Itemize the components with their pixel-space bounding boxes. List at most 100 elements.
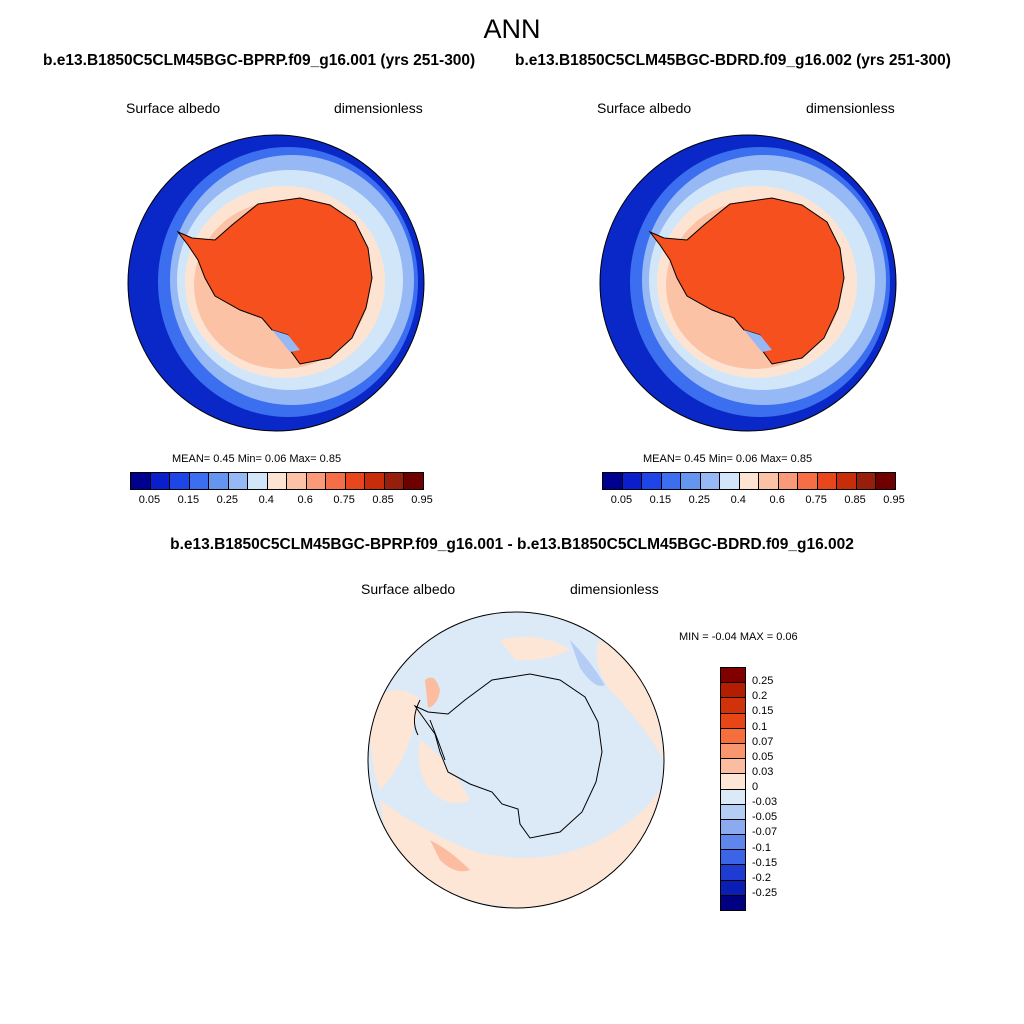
colorbar-swatch	[345, 473, 366, 489]
panel-left-case-title: b.e13.B1850C5CLM45BGC-BPRP.f09_g16.001 (…	[43, 52, 476, 69]
colorbar-swatch	[721, 743, 745, 760]
colorbar-swatch	[721, 789, 745, 805]
colorbar-swatch	[326, 473, 346, 489]
colorbar-tick-label: -0.15	[752, 856, 778, 869]
difference-stats: MIN = -0.04 MAX = 0.06	[679, 631, 798, 643]
colorbar-swatch	[209, 473, 229, 489]
diff-positive-patch-strong	[430, 840, 470, 872]
colorbar-swatch	[721, 728, 745, 744]
colorbar-swatch	[661, 473, 682, 489]
colorbar-swatch	[131, 473, 151, 489]
colorbar-tick-label: 0.07	[752, 735, 774, 748]
panel-right-map-border	[599, 134, 897, 432]
colorbar-swatch	[721, 668, 745, 684]
panel-left-colorbar-ticks: 0.05 0.15 0.25 0.4 0.6 0.75 0.85 0.95	[130, 494, 433, 508]
colorbar-swatch	[721, 835, 745, 851]
diff-positive-patch	[418, 740, 470, 804]
colorbar-swatch	[404, 473, 423, 489]
colorbar-swatch	[721, 850, 745, 866]
colorbar-swatch	[603, 473, 623, 489]
difference-units-label: dimensionless	[570, 581, 659, 597]
colorbar-swatch	[642, 473, 662, 489]
diff-negative-patch	[570, 640, 605, 686]
peninsula-coastline	[414, 699, 446, 761]
colorbar-swatch	[170, 473, 190, 489]
colorbar-swatch	[721, 759, 745, 775]
colorbar-tick-label: 0.95	[411, 494, 433, 506]
colorbar-swatch	[856, 473, 877, 489]
panel-right-variable-label: Surface albedo	[597, 100, 692, 116]
ross-sea-patch	[744, 330, 772, 352]
panel-right-colorbar-ticks: 0.05 0.15 0.25 0.4 0.6 0.75 0.85 0.95	[602, 494, 905, 508]
colorbar-tick-label: 0	[752, 781, 759, 793]
colorbar-swatch	[365, 473, 385, 489]
colorbar-swatch	[287, 473, 307, 489]
colorbar-tick-label: 0.05	[610, 494, 633, 506]
colorbar-tick-label: -0.2	[752, 871, 771, 884]
colorbar-swatch	[681, 473, 701, 489]
colorbar-tick-label: 0.75	[333, 494, 355, 506]
colorbar-swatch	[721, 819, 745, 836]
colorbar-tick-label: 0.05	[752, 750, 774, 763]
colorbar-tick-label: -0.07	[752, 826, 778, 839]
panel-left-stats: MEAN= 0.45 Min= 0.06 Max= 0.85	[172, 453, 342, 465]
colorbar-swatch	[384, 473, 405, 489]
colorbar-tick-label: 0.85	[844, 494, 866, 506]
difference-colorbar-ticks: 0.25 0.2 0.15 0.1 0.07 0.05 0.03 0 -0.03 -0.05 -0.…	[752, 667, 792, 909]
colorbar-swatch	[721, 698, 745, 714]
colorbar-swatch	[739, 473, 760, 489]
ross-sea-patch	[272, 330, 300, 352]
colorbar-swatch	[306, 473, 327, 489]
colorbar-tick-label: -0.25	[752, 886, 778, 899]
colorbar-tick-label: 0.2	[752, 690, 768, 703]
difference-colorbar	[720, 667, 746, 911]
colorbar-tick-label: 0.03	[752, 765, 774, 778]
colorbar-swatch	[837, 473, 857, 489]
colorbar-tick-label: 0.95	[883, 494, 905, 506]
colorbar-swatch	[228, 473, 249, 489]
colorbar-tick-label: 0.1	[752, 720, 768, 733]
diff-positive-patch	[500, 636, 570, 661]
colorbar-tick-label: -0.03	[752, 796, 778, 809]
colorbar-tick-label: 0.4	[258, 494, 274, 506]
colorbar-swatch	[721, 804, 745, 820]
colorbar-swatch	[267, 473, 288, 489]
colorbar-swatch	[720, 473, 740, 489]
colorbar-swatch	[721, 683, 745, 699]
panel-left-colorbar	[130, 472, 424, 490]
colorbar-tick-label: 0.15	[649, 494, 672, 506]
colorbar-tick-label: 0.25	[688, 494, 711, 506]
colorbar-tick-label: -0.05	[752, 811, 778, 824]
diff-positive-patch	[596, 640, 664, 760]
colorbar-swatch	[759, 473, 779, 489]
colorbar-tick-label: 0.85	[372, 494, 394, 506]
diff-positive-patch	[369, 690, 420, 790]
colorbar-tick-label: 0.6	[297, 494, 313, 506]
diff-positive-patch	[380, 790, 664, 908]
panel-right-case-title: b.e13.B1850C5CLM45BGC-BDRD.f09_g16.002 (…	[515, 52, 951, 69]
colorbar-swatch	[721, 713, 745, 729]
panel-right-stats: MEAN= 0.45 Min= 0.06 Max= 0.85	[643, 453, 813, 465]
difference-map-border	[367, 611, 665, 909]
colorbar-tick-label: 0.25	[752, 675, 774, 688]
colorbar-tick-label: 0.4	[730, 494, 746, 506]
panel-left-units-label: dimensionless	[334, 100, 423, 116]
colorbar-swatch	[817, 473, 838, 489]
colorbar-tick-label: 0.05	[138, 494, 161, 506]
panel-left-variable-label: Surface albedo	[126, 100, 221, 116]
colorbar-swatch	[700, 473, 721, 489]
colorbar-tick-label: 0.15	[177, 494, 200, 506]
colorbar-swatch	[721, 880, 745, 896]
difference-variable-label: Surface albedo	[361, 581, 456, 597]
colorbar-swatch	[150, 473, 171, 489]
colorbar-tick-label: 0.75	[805, 494, 827, 506]
colorbar-swatch	[798, 473, 818, 489]
colorbar-tick-label: 0.25	[216, 494, 239, 506]
colorbar-swatch	[721, 774, 745, 790]
colorbar-swatch	[778, 473, 799, 489]
figure-title: ANN	[483, 14, 541, 44]
colorbar-tick-label: 0.15	[752, 705, 774, 718]
